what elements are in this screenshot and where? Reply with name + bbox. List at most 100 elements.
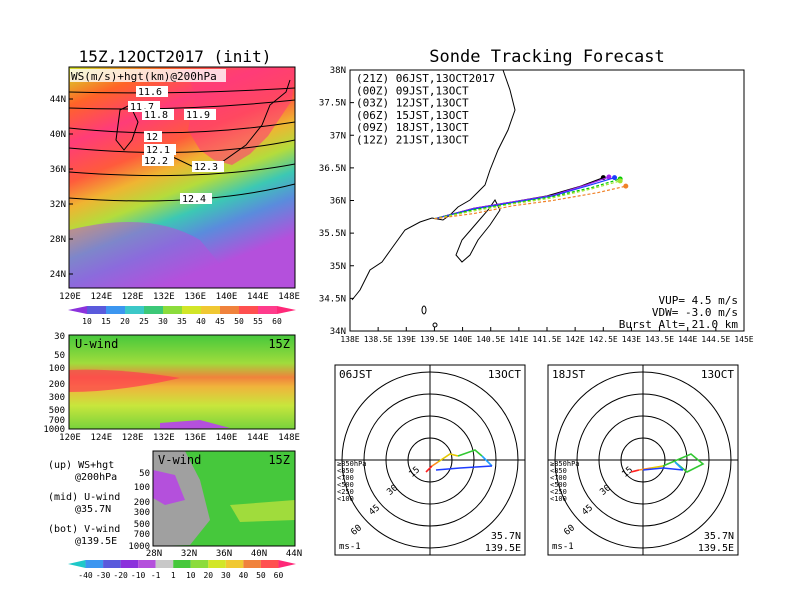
height-contours (68, 87, 296, 202)
track-lon-tick: 138.5E (364, 335, 393, 344)
uwind-frame (68, 334, 296, 430)
colorbar-cell (208, 560, 226, 568)
track-line (434, 178, 621, 220)
track-lon-tick: 142E (566, 335, 585, 344)
colorbar-label: 10 (186, 571, 196, 580)
colorbar-cell (220, 306, 239, 314)
hodograph-segment (431, 461, 439, 467)
track-lat-tick: 34N (330, 327, 346, 337)
uwind-lon-tick: 124E (90, 433, 112, 443)
uwind-pressure-tick: 200 (49, 380, 65, 390)
track-end-point (606, 174, 612, 180)
track-lat-ticks: 38N 37.5N 37N 36.5N 36N 35.5N 35N 34.5N 34N (319, 66, 354, 337)
contour-label-bg (144, 144, 176, 155)
colorbar-label: 25 (139, 317, 149, 326)
hodograph-segment (425, 465, 433, 473)
track-legend: (21Z) 06JST,13OCT2017(00Z) 09JST,13OCT(0… (356, 72, 495, 147)
uwind-lon-tick: 140E (216, 433, 238, 443)
track-series (434, 174, 629, 220)
polar-date: 13OCT (701, 368, 734, 381)
vwind-positive (230, 500, 295, 522)
uwind-pressure-tick: 100 (49, 364, 65, 374)
colorbar-label: 30 (221, 571, 231, 580)
colorbar-label: -10 (131, 571, 146, 580)
map-label: WS(m/s)+hgt(km)@200hPa (71, 70, 217, 83)
contour-label-bg (136, 86, 168, 97)
colorbar-bottom: -40 -30 -20 -10 -1 1 10 20 30 40 50 60 (68, 560, 296, 580)
colorbar-cell (87, 306, 106, 314)
map-lon-tick: 144E (247, 292, 269, 302)
colorbar-label: 55 (253, 317, 263, 326)
polar-time: 18JST (552, 368, 585, 381)
colorbar-cell (239, 306, 258, 314)
polar-plot-left: 06JST 13OCTms-135.7N139.5E15304560≥850hPa… (334, 364, 526, 556)
vwind-pressure-tick: 1000 (128, 542, 150, 552)
map-lat-ticks: 44N 40N 36N 32N 28N 24N (50, 95, 73, 280)
colorbar-cell (260, 560, 279, 568)
right-title: Sonde Tracking Forecast (429, 47, 664, 67)
legend-line: (bot) V-wind (48, 524, 120, 535)
colorbar-cell (258, 306, 277, 314)
colorbar-cell (190, 560, 209, 568)
polar-loc: 35.7N (704, 531, 734, 542)
colorbar-cell (277, 306, 296, 314)
track-lon-tick: 141E (509, 335, 528, 344)
pressure-legend-entry: <850 (337, 467, 354, 475)
pressure-legend-entry: <850 (550, 467, 567, 475)
contour-label: 11.9 (186, 110, 210, 121)
colorbar-cell (243, 560, 261, 568)
colorbar-label: 60 (272, 317, 282, 326)
panel-legend: (up) WS+hgt@200hPa (mid) U-wind@35.7N (bot… (48, 460, 120, 547)
uwind-label: U-wind (75, 337, 118, 351)
colorbar-cell (144, 306, 163, 314)
map-lon-tick: 140E (216, 292, 238, 302)
track-end-point (617, 178, 623, 184)
contour-label: 12.2 (144, 156, 168, 167)
track-lat-tick: 34.5N (319, 294, 346, 304)
track-end-point (612, 175, 618, 181)
pressure-legend-entry: <700 (337, 474, 354, 482)
map-lon-tick: 128E (122, 292, 144, 302)
track-lon-tick: 142.5E (589, 335, 618, 344)
colorbar-top: 10 15 20 25 30 35 40 45 50 55 60 (68, 306, 296, 326)
info-burst: Burst Alt= 21.0 km (619, 318, 739, 331)
pressure-legend-entry: <100 (337, 495, 354, 503)
colorbar-label: -20 (113, 571, 128, 580)
island (432, 322, 438, 328)
hodograph-segment (457, 449, 483, 457)
map-lat-tick: 40N (50, 130, 66, 140)
colorbar-label: 50 (256, 571, 266, 580)
track-line (434, 177, 615, 220)
vwind-negative (153, 470, 185, 505)
colorbar-label: 15 (101, 317, 111, 326)
legend-line: @35.7N (75, 504, 111, 515)
uwind-pressure-tick: 50 (54, 351, 65, 361)
track-lon-tick: 139.5E (420, 335, 449, 344)
polar-loc: 139.5E (485, 543, 521, 554)
colorbar-label: 30 (158, 317, 168, 326)
map-lon-tick: 136E (184, 292, 206, 302)
colorbar-label: -40 (78, 571, 93, 580)
hodograph-segment (650, 465, 664, 469)
contour-label-bg (128, 101, 160, 112)
map-lat-tick: 24N (50, 270, 66, 280)
vwind-pressure-tick: 700 (134, 530, 150, 540)
track-lat-tick: 36N (330, 197, 346, 207)
colorbar-label: 1 (171, 571, 176, 580)
track-legend-entry: (06Z) 15JST,13OCT (356, 109, 469, 122)
colorbar-cell (182, 306, 201, 314)
hodograph-segment (674, 461, 684, 471)
polar-date: 13OCT (488, 368, 521, 381)
colorbar-cell (173, 560, 191, 568)
pressure-legend-entry: <500 (337, 481, 354, 489)
vwind-lat-tick: 28N (146, 549, 162, 559)
hodograph-segment (481, 455, 493, 467)
track-coastline (351, 69, 516, 301)
track-legend-entry: (03Z) 12JST,13OCT (356, 97, 469, 110)
colorbar-label: 40 (239, 571, 249, 580)
uwind-lon-tick: 132E (153, 433, 175, 443)
uwind-lon-tick: 136E (184, 433, 206, 443)
uwind-lon-tick: 120E (59, 433, 81, 443)
colorbar-cell (163, 306, 182, 314)
